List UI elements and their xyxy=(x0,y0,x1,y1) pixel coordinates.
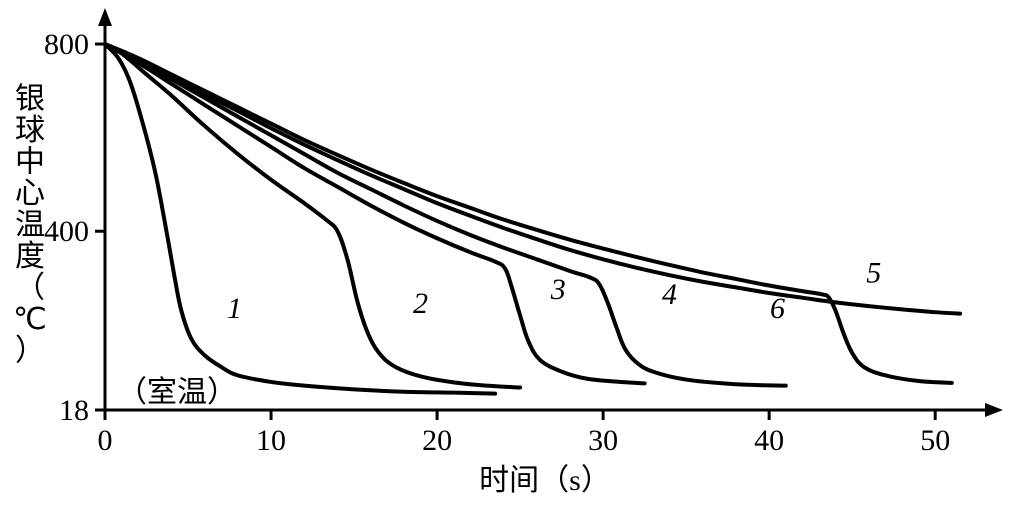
room-temp-label: （室温） xyxy=(117,376,237,409)
series-label-5: 5 xyxy=(866,257,881,290)
y-tick-label: 18 xyxy=(59,394,89,427)
svg-text:度: 度 xyxy=(15,240,45,273)
x-tick-label: 20 xyxy=(422,424,452,457)
series-label-3: 3 xyxy=(550,273,566,306)
svg-text:温: 温 xyxy=(15,208,45,241)
series-label-1: 1 xyxy=(227,292,242,325)
svg-text:℃: ℃ xyxy=(13,303,47,336)
svg-text:（: （ xyxy=(15,271,45,304)
x-tick-label: 40 xyxy=(754,424,784,457)
x-tick-label: 0 xyxy=(98,424,113,457)
x-tick-label: 50 xyxy=(920,424,950,457)
x-axis-title: 时间（s） xyxy=(479,464,611,497)
chart-container: 0 10 20 30 40 50 18 400 800 （室温） 时间（s） 银球中心温度（℃） 1 2 3… xyxy=(0,0,1025,518)
svg-text:心: 心 xyxy=(15,177,45,210)
series-label-6: 6 xyxy=(770,292,785,325)
x-tick-label: 10 xyxy=(256,424,286,457)
y-axis-title: 银球中心温度（℃） xyxy=(13,82,47,367)
svg-text:球: 球 xyxy=(15,114,45,147)
series-label-2: 2 xyxy=(413,287,428,320)
svg-text:银: 银 xyxy=(15,82,45,115)
svg-text:中: 中 xyxy=(15,145,45,178)
x-tick-label: 30 xyxy=(588,424,618,457)
y-tick-label: 800 xyxy=(44,28,89,61)
series-label-4: 4 xyxy=(662,278,677,311)
cooling-curve-chart: 0 10 20 30 40 50 18 400 800 （室温） 时间（s） 银球中心温度（℃） 1 2 3… xyxy=(0,0,1025,518)
svg-text:）: ） xyxy=(15,334,45,367)
y-tick-label: 400 xyxy=(44,215,89,248)
